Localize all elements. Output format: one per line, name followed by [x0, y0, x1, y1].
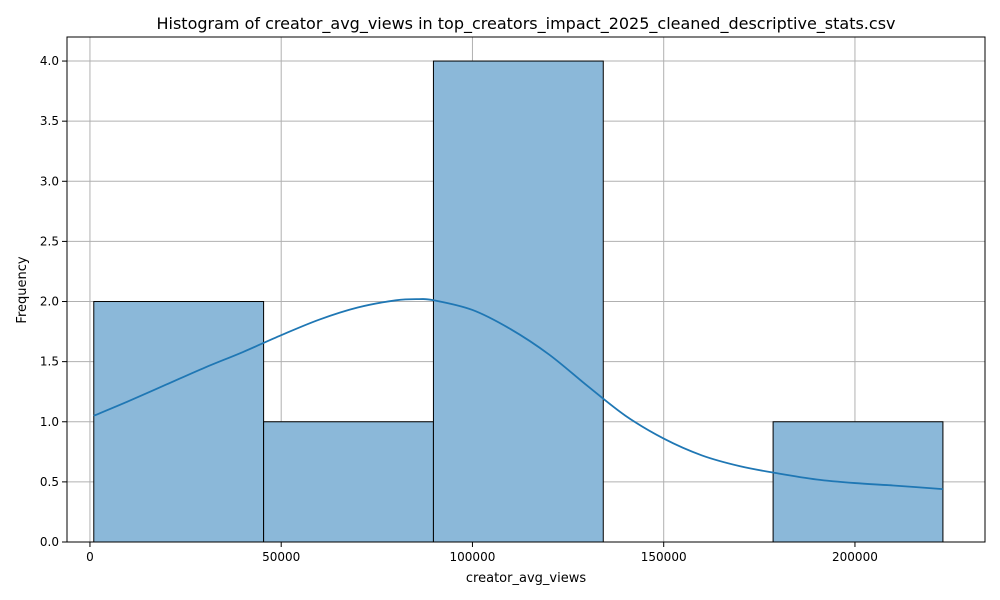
x-tick-label-4: 200000 — [832, 550, 878, 564]
y-tick-label-7: 3.5 — [40, 114, 59, 128]
plot-frame — [66, 36, 986, 543]
bars-layer — [93, 60, 944, 543]
y-tick-label-0: 0.0 — [40, 535, 59, 549]
y-tick-label-1: 0.5 — [40, 475, 59, 489]
histogram-bar-4 — [772, 421, 944, 543]
kde-layer — [93, 298, 943, 490]
ticks-layer: 0 50000 100000 150000 200000 0.0 0.5 1.0 1.5 2.0 2… — [40, 54, 878, 564]
y-tick-label-2: 1.0 — [40, 415, 59, 429]
x-tick-label-3: 150000 — [641, 550, 687, 564]
histogram-bar-1 — [263, 421, 434, 543]
y-tick-label-8: 4.0 — [40, 54, 59, 68]
y-tick-label-5: 2.5 — [40, 234, 59, 248]
histogram-bar-2 — [432, 60, 604, 543]
y-tick-label-4: 2.0 — [40, 295, 59, 309]
y-tick-label-3: 1.5 — [40, 355, 59, 369]
x-tick-label-1: 50000 — [262, 550, 300, 564]
y-tick-label-6: 3.0 — [40, 174, 59, 188]
y-axis-label: Frequency — [15, 256, 30, 323]
histogram-bar-0 — [93, 301, 265, 543]
x-tick-label-0: 0 — [86, 550, 94, 564]
x-axis-label: creator_avg_views — [466, 571, 586, 586]
x-tick-label-2: 100000 — [450, 550, 496, 564]
kde-line — [93, 298, 943, 490]
chart-title: Histogram of creator_avg_views in top_cr… — [156, 14, 895, 34]
